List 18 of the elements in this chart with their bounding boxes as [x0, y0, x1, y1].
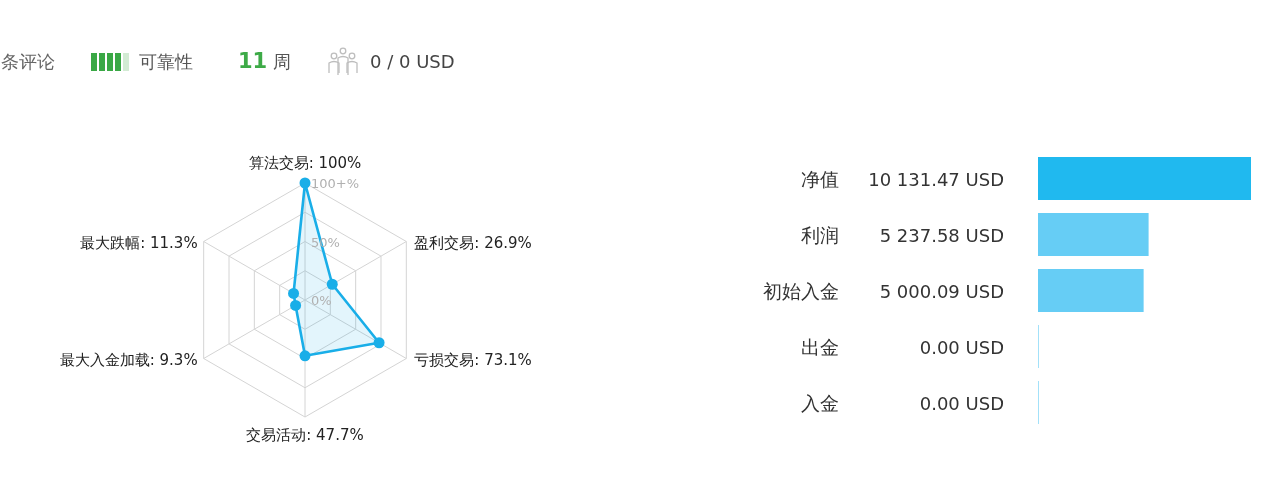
bar-value-label: 0.00 USD	[919, 336, 1004, 358]
bar-category-label: 出金	[801, 335, 839, 358]
radar-category-label: 亏损交易: 73.1%	[414, 350, 532, 369]
radar-tick-label: 100+%	[311, 176, 360, 191]
radar-category-label: 算法交易: 100%	[248, 154, 362, 172]
bar-category-label: 初始入金	[763, 279, 839, 302]
bar-value-label: 0.00 USD	[919, 392, 1004, 414]
radar-tick-label: 0%	[311, 293, 332, 308]
bar-value-label: 10 131.47 USD	[868, 168, 1004, 190]
radar-category-label: 最大入金加载: 9.3%	[59, 350, 198, 369]
bar-category-label: 利润	[801, 223, 839, 246]
bar-value-label: 5 237.58 USD	[879, 224, 1004, 246]
bar-category-label: 入金	[801, 391, 839, 414]
radar-category-label: 盈利交易: 26.9%	[414, 233, 532, 252]
bar-value-label: 5 000.09 USD	[879, 280, 1004, 302]
radar-category-label: 最大跌幅: 11.3%	[80, 233, 198, 252]
radar-category-label: 交易活动: 47.7%	[246, 426, 364, 444]
bar-category-label: 净值	[801, 167, 839, 190]
